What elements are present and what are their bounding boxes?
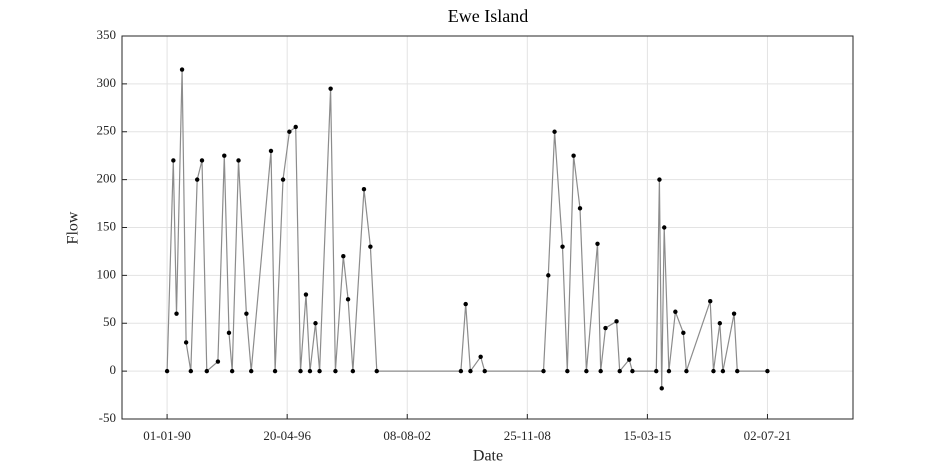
data-point bbox=[244, 311, 249, 316]
data-point bbox=[666, 368, 672, 374]
data-point bbox=[717, 321, 723, 326]
y-tick-label: 150 bbox=[97, 218, 117, 233]
data-point bbox=[307, 368, 313, 374]
data-point bbox=[684, 368, 689, 374]
data-point bbox=[215, 359, 221, 364]
x-tick-label: 20-04-96 bbox=[263, 428, 311, 443]
data-point bbox=[204, 368, 209, 374]
data-point bbox=[341, 254, 346, 259]
y-tick-label: 350 bbox=[97, 27, 117, 42]
data-point bbox=[541, 368, 546, 374]
data-point bbox=[463, 301, 468, 307]
data-point bbox=[328, 86, 333, 91]
data-point bbox=[268, 148, 274, 154]
data-point bbox=[630, 368, 635, 374]
data-point bbox=[350, 368, 356, 374]
data-point bbox=[183, 340, 189, 345]
data-point bbox=[571, 153, 576, 158]
data-point bbox=[468, 368, 473, 374]
y-tick-label: -50 bbox=[99, 410, 116, 425]
data-point bbox=[603, 325, 608, 331]
data-point bbox=[458, 368, 464, 374]
data-point bbox=[560, 244, 565, 249]
data-point bbox=[287, 129, 292, 134]
axes-box bbox=[121, 35, 854, 420]
data-point bbox=[627, 357, 632, 362]
x-tick-label: 02-07-21 bbox=[744, 428, 792, 443]
y-tick-label: 50 bbox=[103, 314, 116, 329]
data-point bbox=[199, 158, 205, 163]
data-point bbox=[720, 368, 726, 374]
data-point bbox=[765, 368, 770, 374]
data-point bbox=[546, 273, 551, 278]
y-tick-label: 0 bbox=[110, 362, 117, 377]
y-tick-label: 250 bbox=[97, 123, 117, 138]
data-point bbox=[361, 187, 367, 192]
data-point bbox=[164, 368, 170, 374]
data-point bbox=[374, 368, 379, 374]
data-point bbox=[194, 177, 200, 182]
data-point bbox=[317, 368, 322, 374]
data-point bbox=[614, 319, 619, 324]
data-point bbox=[584, 368, 589, 374]
data-point bbox=[662, 225, 667, 230]
data-point bbox=[280, 177, 286, 182]
y-tick-label: 300 bbox=[97, 75, 117, 90]
data-point bbox=[249, 368, 254, 374]
y-tick-label: 100 bbox=[97, 266, 117, 281]
data-point bbox=[368, 244, 373, 249]
data-point bbox=[171, 158, 176, 163]
data-point bbox=[333, 368, 338, 374]
chart-title: Ewe Island bbox=[448, 6, 528, 26]
data-point bbox=[657, 177, 662, 182]
data-point bbox=[478, 354, 483, 359]
data-point bbox=[222, 153, 227, 158]
data-point bbox=[617, 368, 622, 374]
data-point bbox=[236, 158, 241, 163]
data-point bbox=[226, 330, 232, 336]
data-point bbox=[708, 299, 713, 304]
data-point bbox=[673, 309, 678, 314]
data-point bbox=[482, 368, 487, 374]
data-point bbox=[735, 368, 740, 374]
data-point bbox=[598, 368, 603, 374]
x-tick-label: 01-01-90 bbox=[143, 428, 191, 443]
data-point bbox=[188, 368, 194, 374]
data-point bbox=[229, 368, 235, 374]
data-point bbox=[272, 368, 278, 374]
data-point bbox=[303, 292, 309, 297]
data-point bbox=[552, 129, 557, 134]
data-point bbox=[659, 386, 664, 391]
data-point bbox=[577, 206, 583, 211]
data-point bbox=[711, 368, 716, 374]
data-point bbox=[731, 311, 737, 316]
data-point bbox=[298, 368, 303, 374]
x-axis-label: Date bbox=[473, 448, 503, 465]
y-axis-label: Flow bbox=[65, 211, 82, 244]
data-point bbox=[595, 241, 600, 246]
data-point bbox=[345, 297, 351, 302]
data-point bbox=[179, 67, 185, 72]
x-tick-label: 25-11-08 bbox=[504, 428, 551, 443]
data-point bbox=[174, 311, 179, 316]
data-point bbox=[681, 330, 686, 336]
y-tick-label: 200 bbox=[97, 171, 117, 186]
data-point bbox=[565, 368, 570, 374]
x-tick-label: 08-08-02 bbox=[383, 428, 431, 443]
data-point bbox=[313, 321, 318, 326]
x-tick-label: 15-03-15 bbox=[624, 428, 672, 443]
data-point bbox=[293, 124, 298, 130]
data-point bbox=[654, 368, 659, 374]
